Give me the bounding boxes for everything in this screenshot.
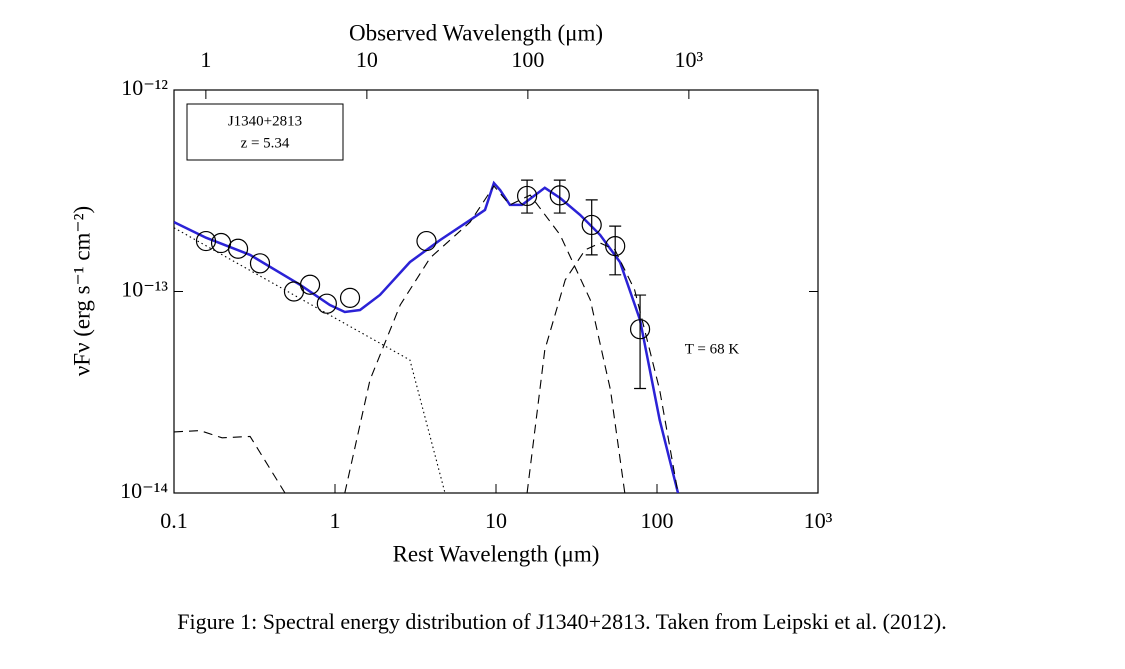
y-tick-label: 10⁻¹⁴ [120, 478, 168, 503]
data-point [316, 293, 337, 314]
x-tick-label: 100 [641, 508, 674, 533]
x-tick-label: 0.1 [160, 508, 188, 533]
data-point [581, 214, 602, 236]
caption: Figure 1: Spectral energy distribution o… [177, 609, 947, 634]
data-point [416, 230, 437, 252]
data-point [605, 236, 626, 257]
data-point [249, 253, 271, 274]
data-point [549, 185, 570, 206]
x-tick-label: 10³ [804, 508, 833, 533]
y-tick-label: 10⁻¹³ [121, 277, 168, 302]
x2-tick-label: 1 [200, 47, 211, 72]
error-bar [634, 294, 647, 390]
error-bar [609, 225, 622, 276]
temperature-label: T = 68 K [685, 341, 740, 357]
x-axis-label: Rest Wavelength (μm) [393, 541, 600, 566]
model-curve [174, 227, 446, 493]
data-point [516, 185, 538, 207]
model-curve [344, 185, 626, 493]
annotation-box [186, 103, 344, 161]
model-curve [174, 180, 680, 493]
y-axis-label: νFν (erg s⁻¹ cm⁻²) [69, 206, 94, 376]
model-curve [174, 430, 286, 493]
x2-tick-label: 10³ [675, 47, 704, 72]
error-bar [553, 179, 566, 214]
data-point [339, 287, 361, 308]
error-bar [585, 199, 598, 256]
x2-tick-label: 10 [356, 47, 378, 72]
data-point [299, 274, 321, 295]
redshift-label: z = 5.34 [241, 135, 290, 151]
model-curve [526, 242, 679, 493]
top-axis-title: Observed Wavelength (μm) [349, 20, 603, 45]
data-point [195, 230, 217, 252]
x2-tick-label: 100 [511, 47, 544, 72]
x-tick-label: 1 [330, 508, 341, 533]
x-tick-label: 10 [485, 508, 507, 533]
object-label: J1340+2813 [228, 113, 302, 129]
data-point [629, 319, 651, 340]
curves [174, 180, 680, 493]
data-point [227, 238, 249, 259]
error-bar [521, 179, 534, 214]
y-tick-label: 10⁻¹² [121, 75, 168, 100]
